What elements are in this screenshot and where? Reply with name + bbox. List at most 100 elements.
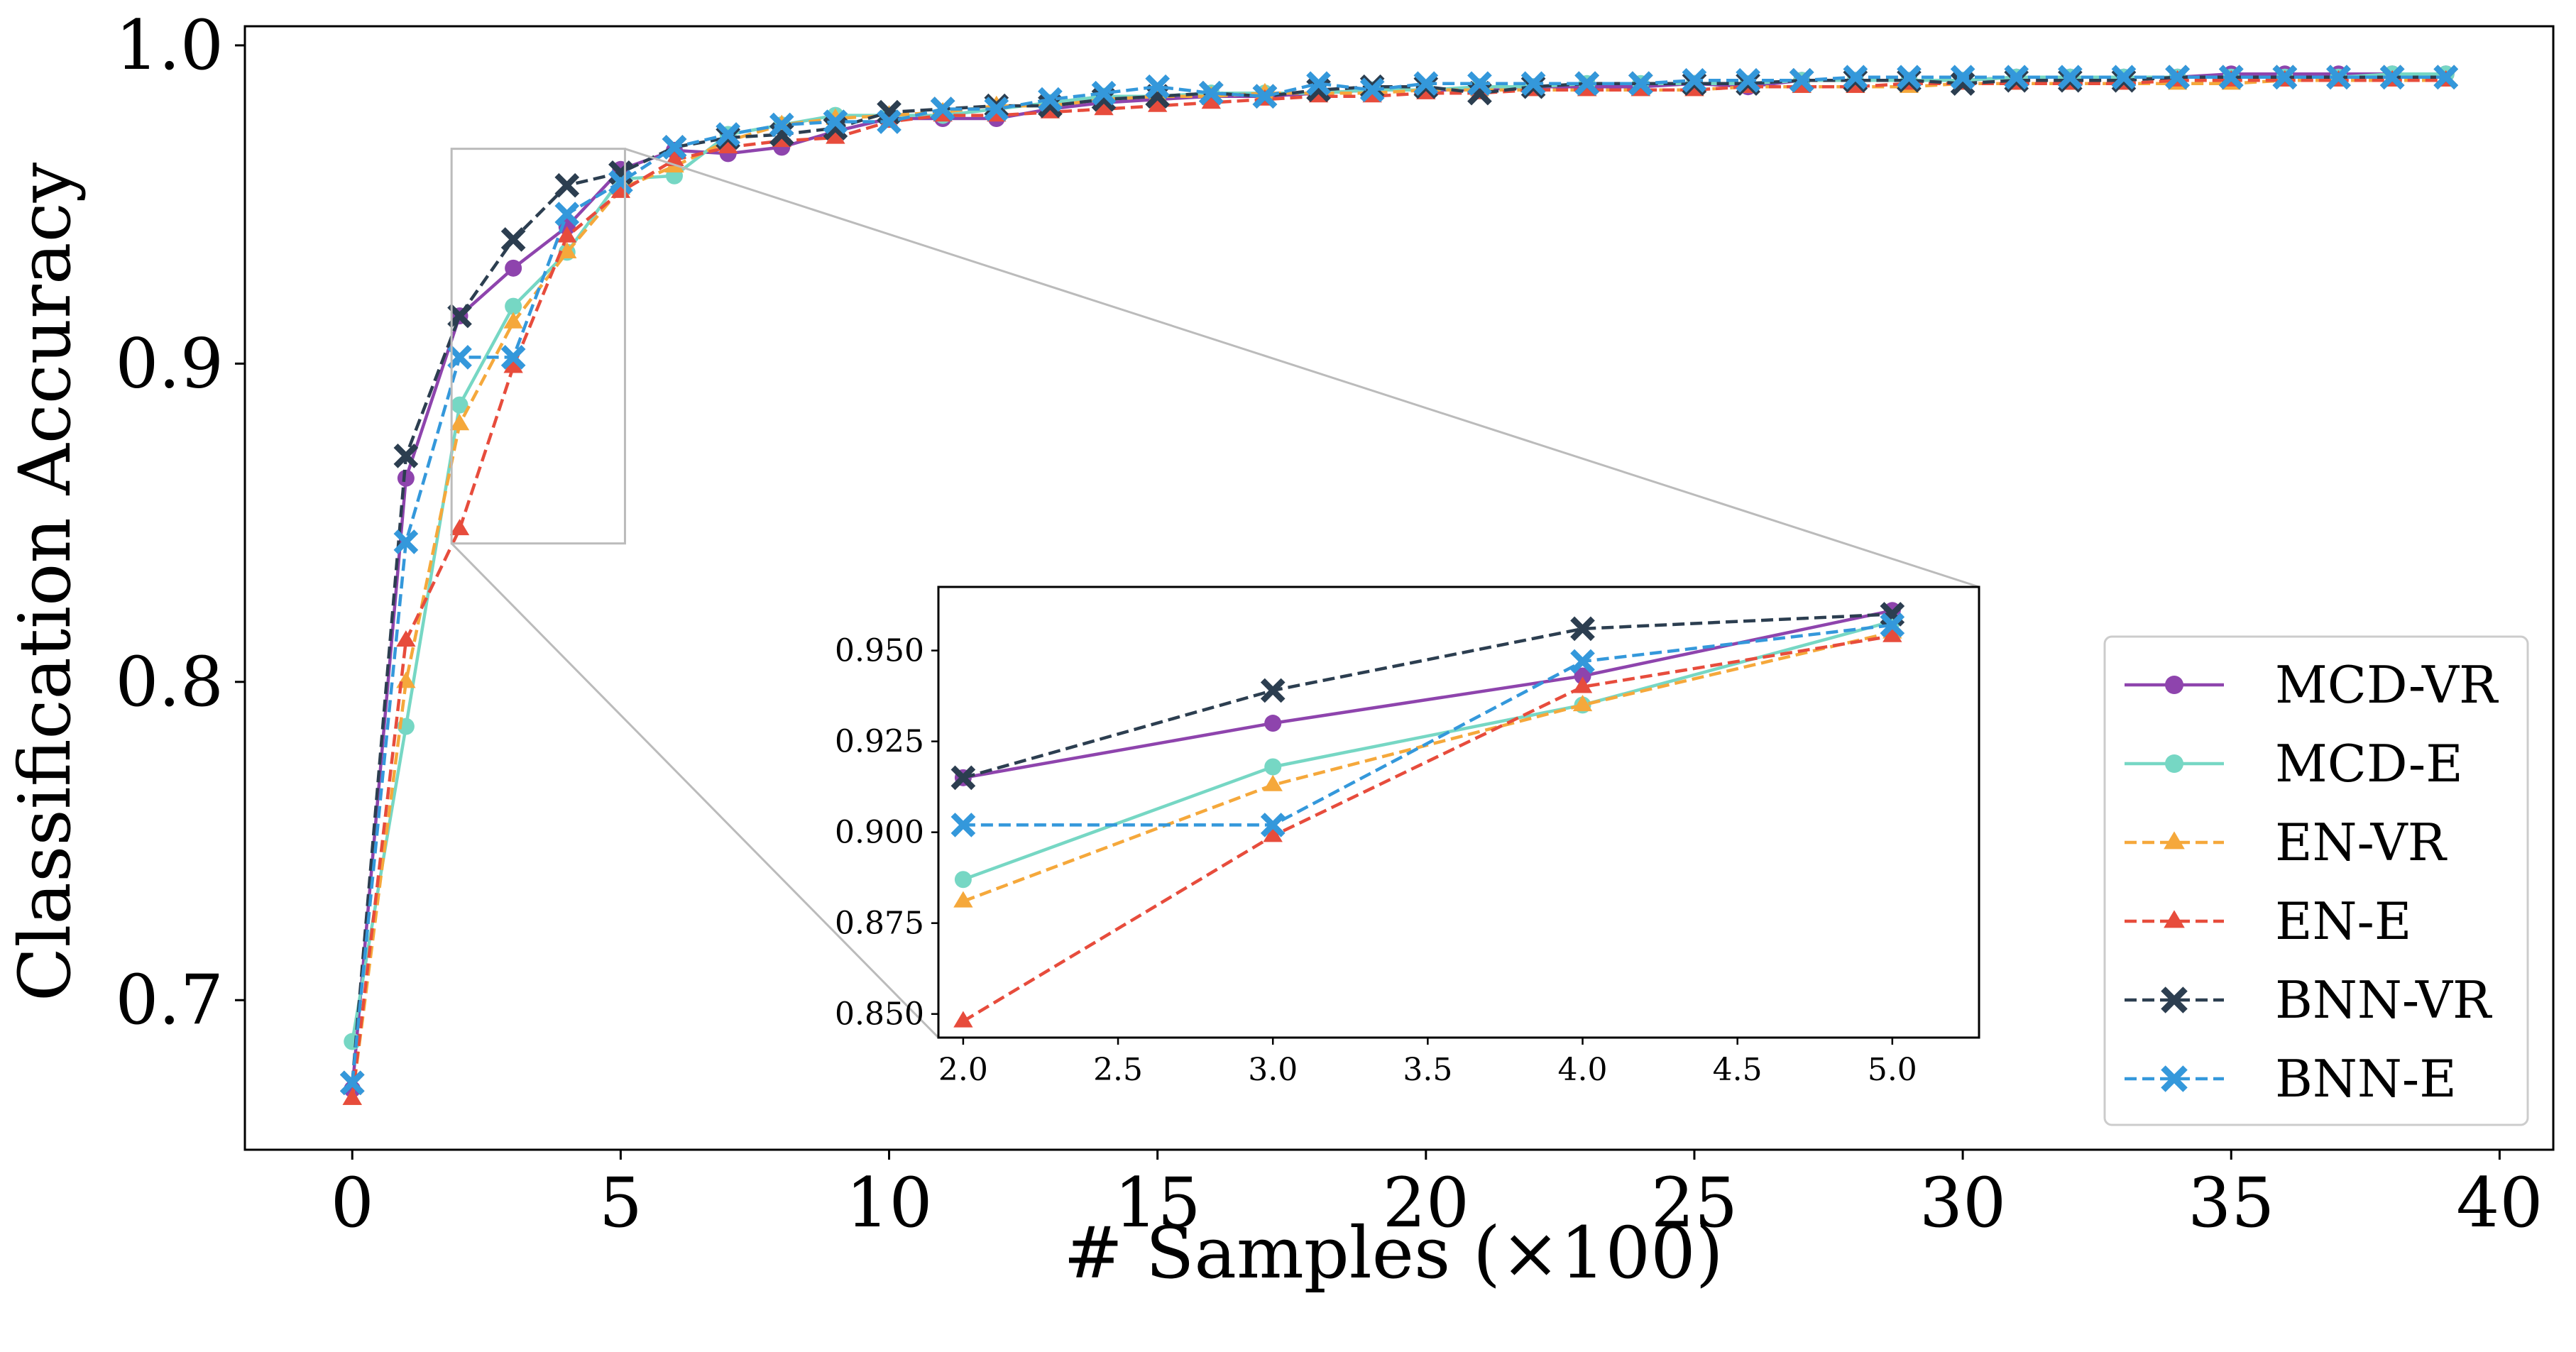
data-point bbox=[447, 303, 472, 329]
y-tick-label: 0.7 bbox=[115, 960, 224, 1040]
data-point bbox=[664, 149, 684, 166]
data-point bbox=[2004, 65, 2029, 90]
inset-x-tick-label: 4.0 bbox=[1558, 1052, 1608, 1088]
data-point bbox=[449, 414, 470, 431]
inset-plot: 2.0 2.5 3.0 3.5 4.0 4.5 5.0 0.850 0.875 0.900 0.92… bbox=[835, 586, 1980, 1088]
data-point bbox=[1520, 71, 1546, 97]
main-axes-frame bbox=[243, 25, 2555, 1151]
data-point bbox=[1038, 87, 1063, 112]
data-point bbox=[826, 127, 845, 144]
data-point bbox=[662, 135, 687, 160]
legend-entry-mcd-e: MCD-E bbox=[2125, 734, 2463, 793]
data-point bbox=[505, 297, 522, 315]
y-axis-label: Classification Accuracy bbox=[4, 162, 87, 1001]
data-point bbox=[1201, 92, 1221, 109]
inset-data-point bbox=[1260, 813, 1286, 837]
x-tick-label: 20 bbox=[1383, 1163, 1469, 1243]
data-point bbox=[2165, 65, 2190, 90]
inset-y-tick-label: 0.875 bbox=[835, 906, 924, 942]
data-point bbox=[1467, 71, 1492, 97]
inset-data-point bbox=[950, 765, 976, 791]
data-point bbox=[451, 396, 468, 414]
legend-marker bbox=[2161, 1065, 2188, 1092]
inset-data-point bbox=[1572, 695, 1593, 712]
inset-series-line-en-vr bbox=[963, 630, 1893, 903]
data-point bbox=[1306, 71, 1331, 97]
inset-data-point bbox=[954, 871, 972, 889]
data-point bbox=[1359, 77, 1385, 103]
data-point bbox=[503, 356, 523, 373]
data-point bbox=[1574, 71, 1600, 97]
inset-x-tick-label: 2.0 bbox=[938, 1052, 988, 1088]
legend-marker bbox=[2165, 754, 2183, 773]
y-tick-label: 1.0 bbox=[115, 6, 224, 85]
data-point bbox=[554, 202, 580, 226]
data-point bbox=[393, 444, 419, 468]
data-point bbox=[2272, 65, 2298, 90]
data-point bbox=[1789, 67, 1814, 93]
data-point bbox=[1252, 84, 1278, 109]
legend-label: MCD-VR bbox=[2275, 655, 2499, 715]
inset-data-point bbox=[953, 1011, 973, 1028]
inset-data-point bbox=[1570, 616, 1595, 642]
inset-series-en-e bbox=[953, 625, 1902, 1028]
data-point bbox=[505, 259, 522, 277]
legend-marker bbox=[2165, 676, 2183, 694]
inset-data-point bbox=[950, 813, 976, 837]
inset-x-tick-label: 2.5 bbox=[1093, 1052, 1143, 1088]
inset-y-tick-label: 0.900 bbox=[835, 815, 924, 851]
data-point bbox=[503, 312, 523, 329]
x-tick-label: 30 bbox=[1919, 1163, 2006, 1243]
series-line-bnn-e bbox=[351, 75, 2446, 1084]
legend-marker bbox=[2164, 910, 2185, 928]
legend-box bbox=[2103, 635, 2529, 1126]
data-point bbox=[1736, 67, 1760, 93]
data-point bbox=[2326, 65, 2351, 90]
legend-label: BNN-VR bbox=[2275, 970, 2492, 1030]
data-point bbox=[2111, 65, 2137, 90]
legend-entry-en-e: EN-E bbox=[2125, 891, 2411, 951]
data-point bbox=[718, 137, 738, 154]
data-point bbox=[339, 1070, 365, 1096]
inset-y-tick-label: 0.950 bbox=[835, 633, 924, 669]
data-point bbox=[877, 109, 901, 134]
x-tick-label: 10 bbox=[845, 1163, 932, 1243]
data-point bbox=[2433, 65, 2459, 90]
data-point bbox=[1950, 65, 1975, 90]
inset-x-tick-label: 4.5 bbox=[1713, 1052, 1763, 1088]
data-point bbox=[769, 112, 794, 138]
x-tick-label: 15 bbox=[1114, 1163, 1201, 1243]
data-point bbox=[500, 345, 526, 370]
inset-data-point bbox=[1264, 758, 1282, 776]
data-point bbox=[1091, 80, 1117, 106]
legend-entry-bnn-e: BNN-E bbox=[2125, 1049, 2457, 1109]
inset-y-tick-label: 0.850 bbox=[835, 996, 924, 1033]
zoom-indicator bbox=[450, 148, 1980, 1039]
inset-x-tick-label: 5.0 bbox=[1868, 1052, 1917, 1088]
y-tick-label: 0.9 bbox=[115, 324, 224, 403]
data-point bbox=[393, 529, 419, 554]
inset-data-point bbox=[1263, 825, 1283, 842]
legend-label: MCD-E bbox=[2275, 734, 2463, 793]
data-point bbox=[1094, 99, 1114, 116]
zoom-connector bbox=[451, 542, 940, 1039]
inset-background bbox=[938, 587, 1979, 1038]
inset-series-bnn-e bbox=[950, 612, 1905, 837]
legend-entry-en-vr: EN-VR bbox=[2125, 813, 2448, 872]
data-point bbox=[823, 109, 848, 134]
data-point bbox=[342, 1088, 362, 1105]
inset-data-point bbox=[1570, 649, 1595, 674]
zoom-connector bbox=[624, 148, 1980, 588]
data-point bbox=[1145, 74, 1171, 99]
inset-data-point bbox=[1574, 667, 1591, 685]
inset-data-point bbox=[1882, 625, 1902, 642]
data-point bbox=[2379, 65, 2405, 90]
zoom-region-box bbox=[450, 148, 626, 545]
inset-data-point bbox=[1263, 774, 1283, 791]
legend-entry-mcd-vr: MCD-VR bbox=[2125, 655, 2499, 715]
inset-data-point bbox=[1880, 612, 1905, 638]
series-bnn-e bbox=[339, 65, 2459, 1096]
inset-data-point bbox=[1260, 678, 1286, 703]
x-tick-label: 40 bbox=[2456, 1163, 2543, 1243]
